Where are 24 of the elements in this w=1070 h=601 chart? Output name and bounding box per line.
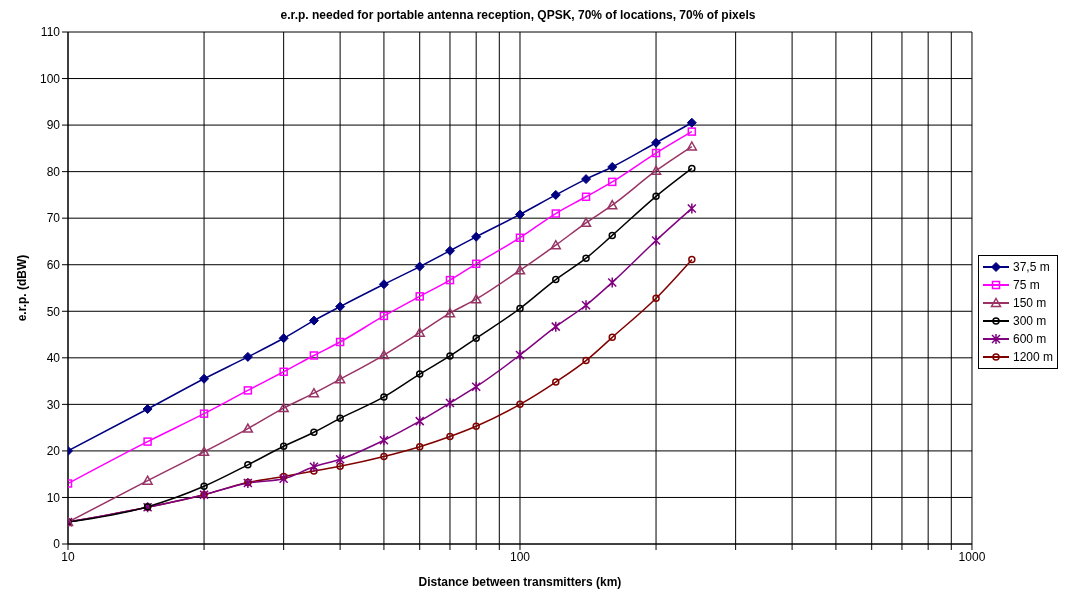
- legend-label: 1200 m: [1012, 349, 1053, 365]
- y-tick-label: 30: [46, 397, 61, 412]
- y-tick-label: 110: [40, 25, 61, 40]
- y-tick-label: 60: [46, 257, 61, 272]
- x-tick-label: 10: [61, 549, 75, 564]
- legend-label: 37,5 m: [1012, 259, 1050, 275]
- y-tick-label: 10: [46, 490, 61, 505]
- x-axis-title: Distance between transmitters (km): [418, 575, 622, 589]
- y-tick-label: 100: [39, 71, 61, 86]
- y-tick-label: 90: [46, 118, 61, 133]
- y-tick-label: 80: [46, 164, 61, 179]
- y-tick-label: 50: [46, 304, 61, 319]
- y-tick-label: 70: [46, 211, 61, 226]
- legend-label: 300 m: [1012, 313, 1047, 329]
- y-tick-label: 20: [46, 444, 61, 459]
- x-tick-label: 100: [509, 549, 531, 564]
- legend-label: 75 m: [1012, 277, 1040, 293]
- x-tick-label: 1000: [958, 549, 986, 564]
- y-tick-label: 40: [46, 351, 61, 366]
- y-tick-label: 0: [53, 537, 61, 552]
- y-axis-title: e.r.p. (dBW): [15, 254, 30, 322]
- chart-title: e.r.p. needed for portable antenna reception, QPSK, 70% of locations, 70% of pixels: [279, 8, 757, 24]
- legend-label: 600 m: [1012, 331, 1047, 347]
- legend-label: 150 m: [1012, 295, 1047, 311]
